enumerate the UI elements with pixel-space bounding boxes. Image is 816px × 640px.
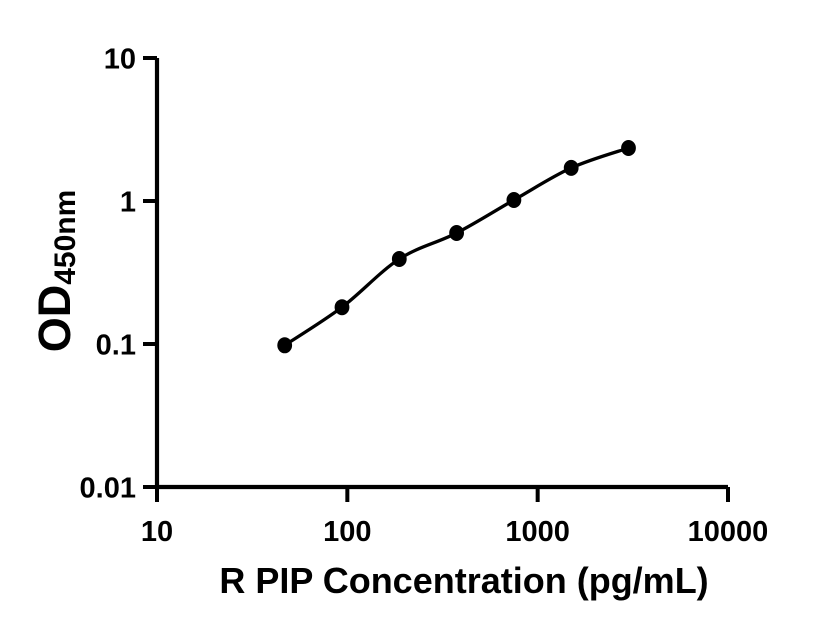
x-axis-tick-label: 1000 [505, 516, 570, 548]
y-axis-title-subscript: 450nm [49, 190, 82, 285]
data-point-marker [563, 159, 579, 176]
axis-spine [154, 58, 728, 490]
data-point-marker [449, 225, 464, 241]
data-point-marker [334, 299, 350, 316]
data-point-marker [391, 251, 407, 267]
data-series [277, 140, 636, 354]
data-point-marker [506, 192, 522, 208]
x-axis-title: R PIP Concentration (pg/mL) [219, 560, 708, 601]
data-point-marker [277, 337, 293, 354]
x-axis-tick-label: 10 [141, 516, 173, 548]
x-axis-tick-label: 10000 [688, 516, 769, 548]
y-axis-title: OD450nm [29, 190, 82, 353]
y-axis-tick-label: 0.1 [96, 330, 136, 362]
y-axis-tick-label: 0.01 [80, 473, 136, 505]
standard-curve-line [283, 146, 630, 347]
y-axis-title-main: OD [29, 285, 80, 353]
y-axis-tick-label: 1 [120, 187, 136, 219]
axes [154, 58, 728, 490]
data-point-marker [621, 140, 636, 156]
y-axis-tick-label: 10 [104, 44, 136, 76]
x-axis-tick-label: 100 [323, 516, 371, 548]
axis-ticks [143, 56, 730, 502]
